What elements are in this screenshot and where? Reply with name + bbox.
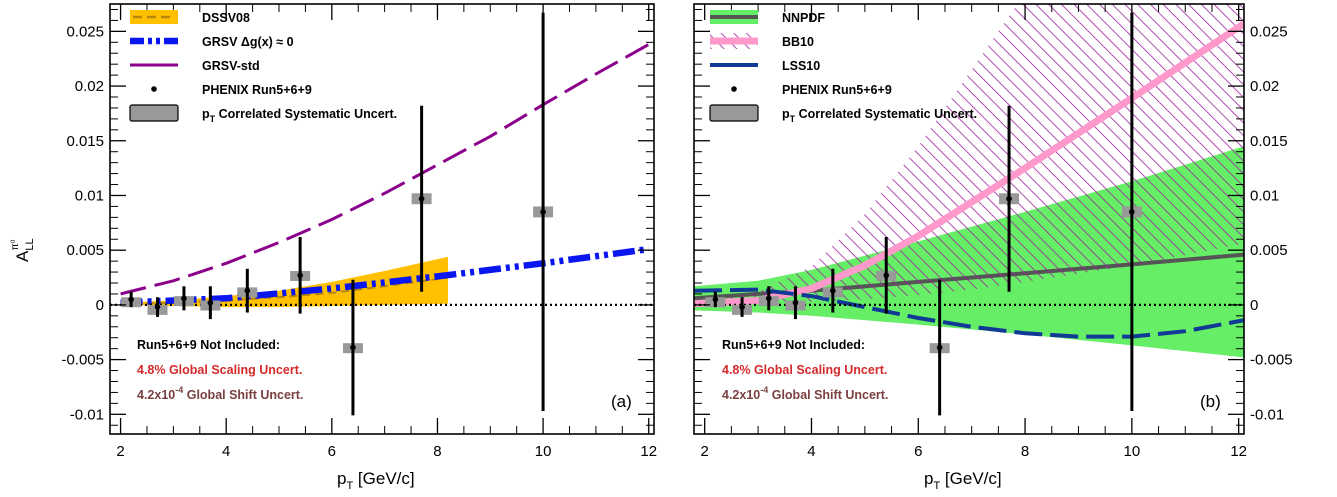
panel-b-series-bb10-band (694, 4, 1244, 305)
panel-a-legend-phenix-run5-6-9-swatch (151, 86, 157, 92)
panel-a-legend-correlated-systematic-uncert--swatch (129, 104, 179, 122)
panel-b-y-tick-label: 0.01 (1250, 187, 1279, 204)
panel-b-y-tick-label: -0.01 (1250, 406, 1284, 423)
panel-b-plot-area (694, 4, 1244, 416)
panel-a-x-tick-label: 2 (116, 443, 124, 460)
panel-a-y-tick-label: 0.025 (66, 23, 104, 40)
panel-a-legend-correlated-systematic-uncert--label: pT Correlated Systematic Uncert. (202, 107, 397, 124)
panel-b-y-tick-label: 0.015 (1250, 133, 1288, 150)
panel-b-y-tick-label: 0.025 (1250, 23, 1288, 40)
panel-a-data-point (244, 287, 251, 294)
panel-b-data-point (936, 344, 943, 351)
panel-a-x-tick-label: 6 (328, 443, 336, 460)
panel-a-label: (a) (611, 392, 632, 411)
panel-a-data-point (418, 195, 425, 202)
panel-a-data-point (297, 272, 303, 279)
panel-b-x-tick-label: 2 (701, 443, 709, 460)
panel-b-legend-nnpdf-label: NNPDF (782, 11, 825, 25)
panel-a-data-point (181, 295, 187, 302)
panel-b-label: (b) (1200, 392, 1221, 411)
panel-b-note-header: Run5+6+9 Not Included: (722, 338, 865, 352)
panel-a-y-tick-label: 0 (96, 297, 104, 314)
panel-a-notes: Run5+6+9 Not Included: 4.8% Global Scalin… (137, 338, 303, 402)
panel-a-y-tick-label: 0.01 (75, 187, 104, 204)
panel-b-axes: -0.01 -0.005 0 0.005 0.01 0.015 0.02 0.025 2 4 6 8 1… (694, 4, 1293, 492)
panel-a-note-header: Run5+6+9 Not Included: (137, 338, 280, 352)
panel-b-legend-correlated-systematic-uncert--swatch (709, 104, 759, 122)
panel-b-note-shift: 4.2x10-4 Global Shift Uncert. (722, 385, 888, 402)
panel-a-y-tick-label: -0.01 (70, 406, 104, 423)
panel-b-data-point (712, 296, 719, 303)
panel-a-note-scaling: 4.8% Global Scaling Uncert. (137, 363, 302, 377)
panel-a-y-tick-label: -0.005 (61, 352, 104, 369)
panel-a: -0.01 -0.005 0 0.005 0.01 0.015 0.02 0.025 2 4 6 8 1… (61, 3, 657, 492)
panel-a-x-tick-label: 8 (433, 443, 441, 460)
panel-b-note-scaling: 4.8% Global Scaling Uncert. (722, 363, 887, 377)
panel-a-plot-area (110, 12, 654, 416)
panel-a-series-grsv-std-line (120, 43, 650, 296)
panel-b-x-tick-label: 8 (1021, 443, 1029, 460)
panel-a-x-tick-label: 10 (535, 443, 552, 460)
panel-b-data-point (792, 299, 799, 306)
panel-b-x-tick-label: 12 (1230, 443, 1247, 460)
panel-a-data-point (154, 304, 161, 310)
panel-b: -0.01 -0.005 0 0.005 0.01 0.015 0.02 0.025 2 4 6 8 1… (693, 3, 1293, 492)
panel-a-y-tick-label: 0.015 (66, 133, 104, 150)
panel-b-x-tick-label: 4 (807, 443, 815, 460)
panel-a-series-grsv-dg0-line (120, 245, 650, 306)
panel-a-y-tick-label: 0.02 (75, 78, 104, 95)
panel-b-data-point (739, 304, 745, 310)
panel-a-data-point (350, 344, 356, 351)
panel-b-legend-phenix-run5-6-9-label: PHENIX Run5+6+9 (782, 83, 892, 97)
panel-a-data-point (128, 296, 134, 303)
panel-b-y-tick-label: 0.005 (1250, 242, 1288, 259)
panel-b-y-tick-label: 0.02 (1250, 78, 1279, 95)
panel-a-legend-dssv08-label: DSSV08 (202, 11, 250, 25)
panel-b-legend-lss10-label: LSS10 (782, 59, 820, 73)
y-axis-label: ALLπ⁰ (10, 238, 36, 262)
panel-b-x-tick-label: 10 (1124, 443, 1141, 460)
panel-b-notes: Run5+6+9 Not Included: 4.8% Global Scalin… (722, 338, 888, 402)
panel-a-x-tick-label: 4 (222, 443, 230, 460)
panel-b-data-point (830, 287, 836, 294)
panel-b-x-tick-label: 6 (914, 443, 922, 460)
panel-b-legend-phenix-run5-6-9-swatch (731, 86, 737, 92)
panel-b-data-point (1006, 195, 1012, 202)
panel-b-frame (693, 3, 1245, 435)
panel-b-legend-bb10-label: BB10 (782, 35, 814, 49)
panel-b-data-point (1129, 209, 1135, 215)
panel-a-legend: DSSV08 GRSV Δg(x) ≈ 0 GRSV-std PHENIX Run5+… (129, 10, 397, 124)
panel-b-data-point (883, 272, 890, 279)
panel-a-x-tick-label: 12 (640, 443, 657, 460)
panel-b-legend-correlated-systematic-uncert--label: pT Correlated Systematic Uncert. (782, 107, 977, 124)
panel-a-frame (109, 3, 655, 435)
panel-a-series-dssv08-band (120, 256, 448, 308)
panel-b-y-tick-label: 0 (1250, 297, 1258, 314)
panel-a-y-tick-label: 0.005 (66, 242, 104, 259)
panel-a-note-shift: 4.2x10-4 Global Shift Uncert. (137, 385, 303, 402)
panel-a-legend-grsv-std-label: GRSV-std (202, 59, 260, 73)
panel-a-data-point (540, 209, 546, 215)
panel-b-series-lss10-line (694, 287, 1244, 339)
panel-b-legend: NNPDF BB10 LSS10 PHENIX Run5+6+9 pT Correlat… (709, 10, 977, 124)
panel-a-data-point (207, 299, 214, 306)
panel-a-legend-phenix-run5-6-9-label: PHENIX Run5+6+9 (202, 83, 312, 97)
panel-a-x-axis-label: pT [GeV/c] (337, 469, 415, 492)
panel-a-legend-grsv-dg0-label: GRSV Δg(x) ≈ 0 (202, 35, 294, 49)
panel-b-y-tick-label: -0.005 (1250, 352, 1293, 369)
panel-b-data-point (765, 295, 772, 302)
panel-a-axes: -0.01 -0.005 0 0.005 0.01 0.015 0.02 0.025 2 4 6 8 1… (61, 4, 657, 492)
panel-b-x-axis-label: pT [GeV/c] (924, 469, 1002, 492)
